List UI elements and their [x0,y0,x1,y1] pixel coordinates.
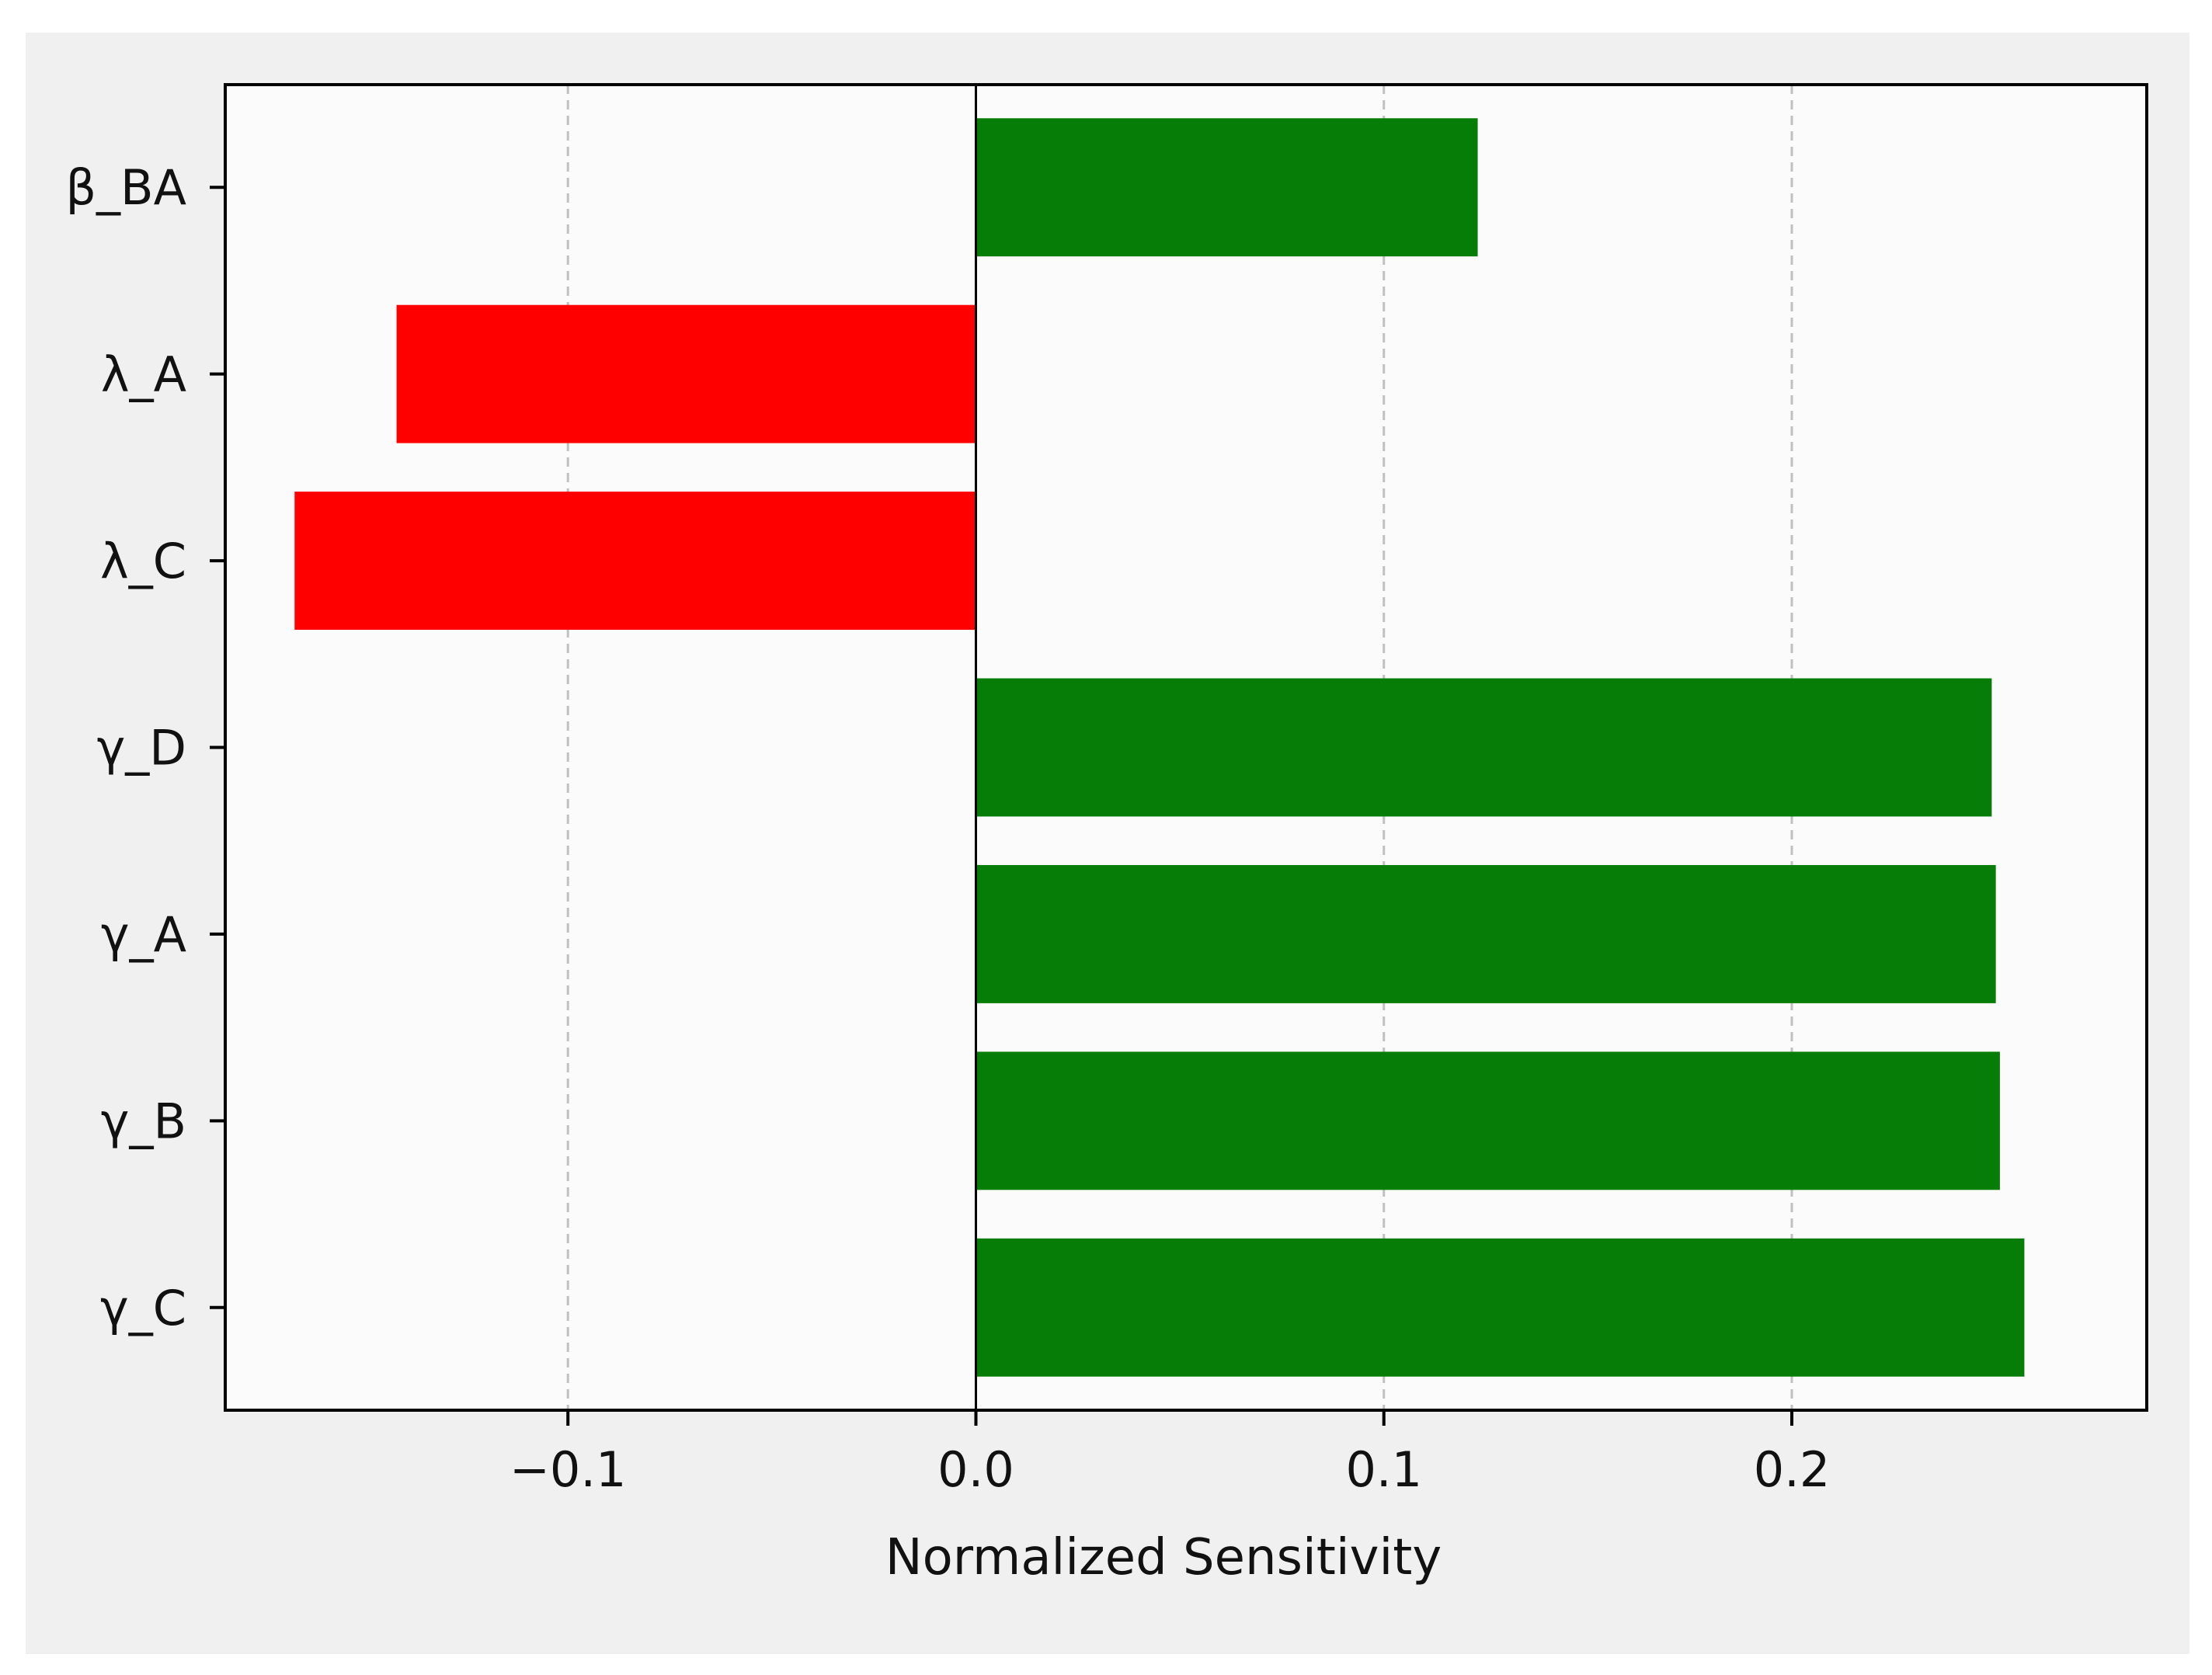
bar-6 [976,1238,2025,1377]
y-axis-ticks: β_BA λ_A λ_C γ_D γ_A γ_B γ_C [65,159,225,1336]
y-tick-label-2: λ_C [100,533,186,589]
bar-0 [976,118,1478,257]
x-tick-label-3: 0.2 [1754,1441,1831,1498]
x-tick-label-2: 0.1 [1345,1441,1422,1498]
y-tick-label-5: γ_B [101,1093,186,1149]
bars [294,118,2025,1377]
x-tick-label-0: −0.1 [510,1441,627,1498]
x-axis-ticks: −0.1 0.0 0.1 0.2 [510,1410,1830,1498]
y-tick-label-4: γ_A [101,906,186,963]
x-tick-label-1: 0.0 [937,1441,1014,1498]
y-tick-label-1: λ_A [101,346,186,403]
bar-4 [976,864,1996,1003]
y-tick-label-6: γ_C [100,1280,186,1336]
bar-3 [976,678,1992,817]
y-tick-label-0: β_BA [65,159,186,216]
bar-5 [976,1051,2000,1190]
x-axis-label: Normalized Sensitivity [885,1529,1442,1586]
bar-2 [294,492,976,631]
y-tick-label-3: γ_D [97,720,186,777]
bar-1 [396,304,976,443]
